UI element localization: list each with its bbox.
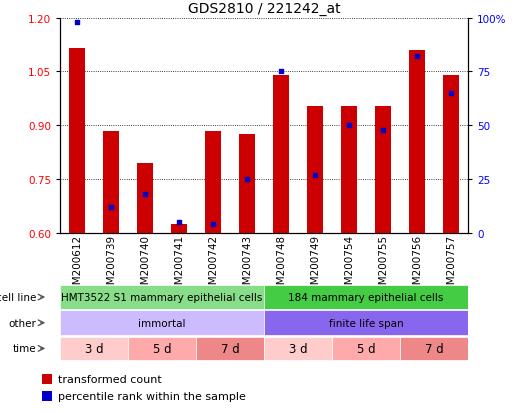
Bar	[342, 106, 357, 233]
Bar	[264, 337, 332, 361]
Text: finite life span: finite life span	[329, 318, 403, 328]
Point	[175, 219, 184, 226]
Point	[277, 69, 286, 76]
Bar	[444, 76, 459, 233]
Bar	[172, 224, 187, 233]
Bar	[138, 164, 153, 233]
Text: time: time	[13, 344, 36, 354]
Bar	[308, 106, 323, 233]
Bar	[264, 311, 468, 335]
Point	[413, 54, 422, 61]
Text: immortal: immortal	[139, 318, 186, 328]
Text: other: other	[8, 318, 36, 328]
Bar	[128, 337, 196, 361]
Bar	[60, 285, 264, 310]
Text: 7 d: 7 d	[221, 342, 240, 355]
Point	[209, 221, 218, 228]
Bar	[376, 106, 391, 233]
Point	[447, 90, 456, 97]
Point	[379, 127, 388, 133]
Bar	[42, 374, 52, 384]
Bar	[70, 49, 85, 233]
Text: percentile rank within the sample: percentile rank within the sample	[58, 392, 246, 401]
Text: 5 d: 5 d	[153, 342, 172, 355]
Text: 5 d: 5 d	[357, 342, 376, 355]
Text: HMT3522 S1 mammary epithelial cells: HMT3522 S1 mammary epithelial cells	[61, 292, 263, 302]
Bar	[400, 337, 468, 361]
Text: 3 d: 3 d	[85, 342, 104, 355]
Point	[345, 123, 354, 129]
Bar	[60, 337, 128, 361]
Text: cell line: cell line	[0, 292, 36, 302]
Bar	[104, 131, 119, 233]
Text: transformed count: transformed count	[58, 374, 162, 384]
Title: GDS2810 / 221242_at: GDS2810 / 221242_at	[188, 2, 340, 16]
Point	[107, 204, 116, 211]
Text: 7 d: 7 d	[425, 342, 444, 355]
Point	[243, 176, 252, 183]
Bar	[240, 135, 255, 233]
Point	[311, 172, 320, 179]
Text: 3 d: 3 d	[289, 342, 308, 355]
Point	[73, 19, 82, 26]
Bar	[206, 131, 221, 233]
Bar	[332, 337, 400, 361]
Point	[141, 191, 150, 198]
Bar	[264, 285, 468, 310]
Bar	[60, 311, 264, 335]
Bar	[274, 76, 289, 233]
Text: 184 mammary epithelial cells: 184 mammary epithelial cells	[288, 292, 444, 302]
Bar	[410, 51, 425, 233]
Bar	[196, 337, 264, 361]
Bar	[42, 392, 52, 401]
